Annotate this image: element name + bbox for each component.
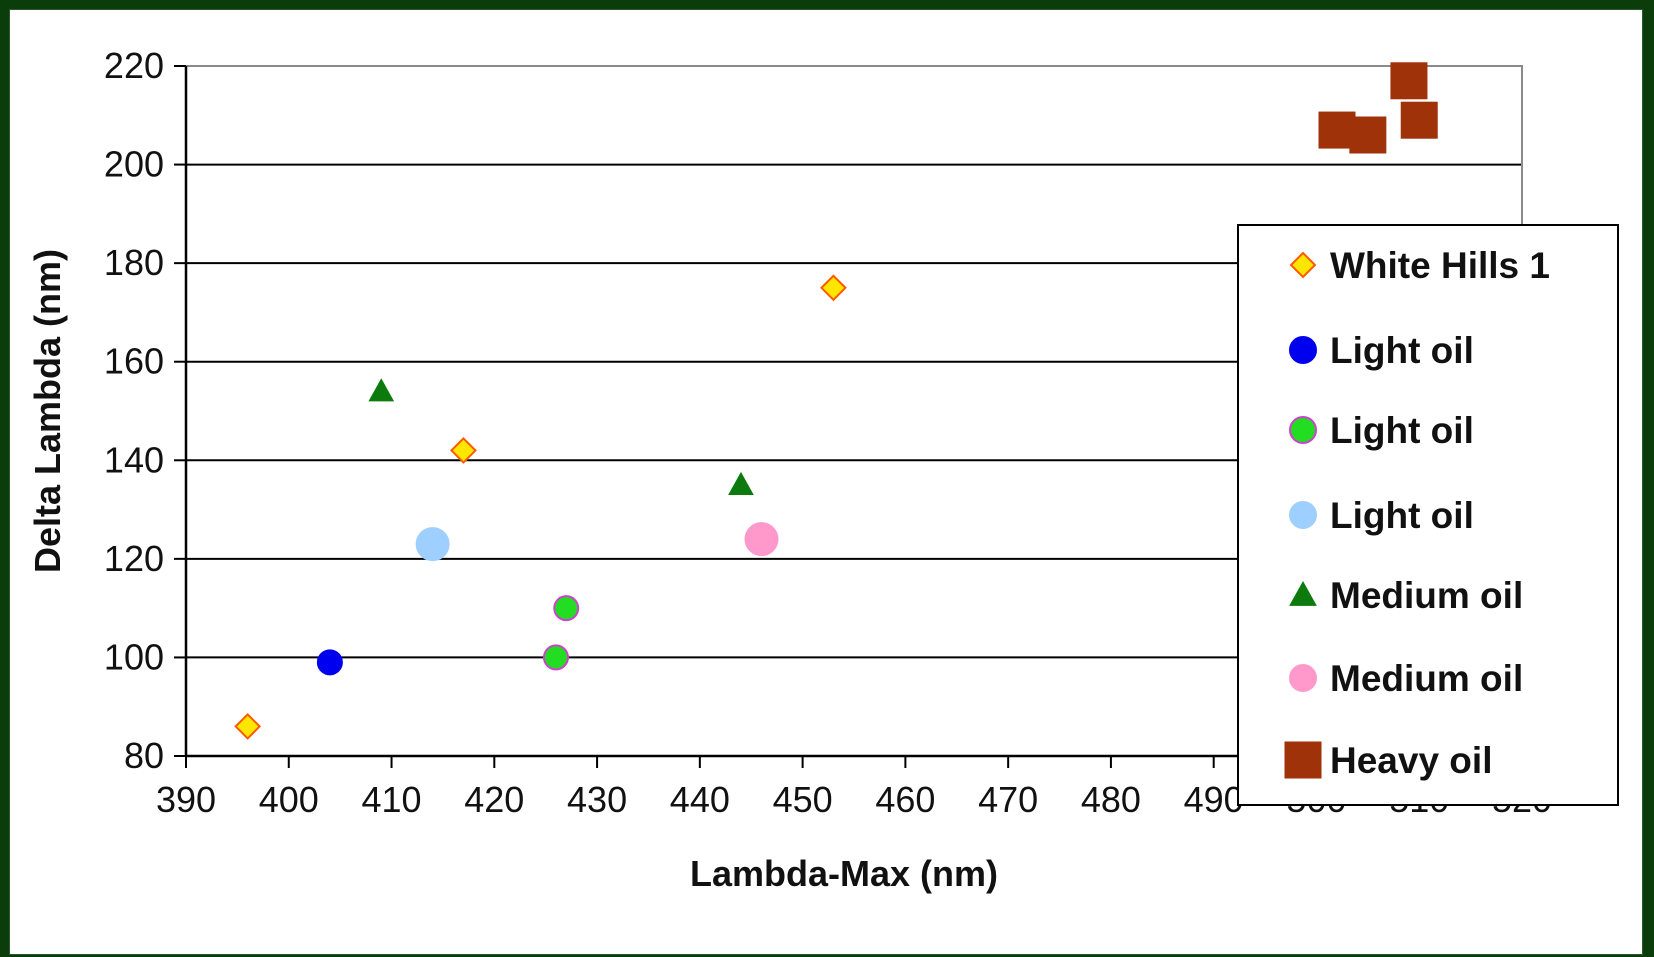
chart-frame: 80 100 120 140 160 180 200 220 390 400 410 420 430 44… — [9, 9, 1643, 955]
data-point-series-0 — [820, 274, 847, 302]
data-point-series-6 — [1349, 116, 1387, 154]
data-point-series-0 — [234, 713, 262, 740]
x-tick-label: 390 — [156, 779, 216, 820]
legend-label: Medium oil — [1330, 575, 1523, 616]
y-tick-label: 160 — [104, 341, 164, 382]
legend: White Hills 1 Light oil Light oil Light oil… — [1237, 224, 1619, 806]
data-point-series-6 — [1318, 111, 1356, 149]
y-tick-label: 220 — [104, 45, 164, 86]
legend-marker-0 — [1289, 251, 1317, 279]
legend-label: White Hills 1 — [1330, 245, 1550, 286]
y-axis-title: Delta Lambda (nm) — [27, 249, 68, 573]
y-tick-label: 200 — [104, 144, 164, 185]
legend-marker-5 — [1289, 664, 1317, 692]
y-tick-label: 180 — [104, 242, 164, 283]
x-axis-title: Lambda-Max (nm) — [690, 853, 998, 894]
x-tick-label: 400 — [259, 779, 319, 820]
legend-marker-3 — [1289, 501, 1317, 529]
x-tick-label: 490 — [1184, 779, 1244, 820]
data-point-series-5 — [744, 522, 779, 557]
x-tick-label: 440 — [670, 779, 730, 820]
legend-label: Light oil — [1330, 330, 1474, 371]
y-tick-label: 140 — [104, 439, 164, 480]
data-point-series-3 — [415, 527, 450, 562]
x-tick-label: 450 — [773, 779, 833, 820]
data-point-series-4 — [728, 471, 754, 496]
x-tick-label: 480 — [1081, 779, 1141, 820]
legend-marker-1 — [1289, 336, 1317, 364]
legend-marker-6 — [1284, 741, 1322, 779]
data-point-series-0 — [450, 437, 477, 464]
x-tick-label: 430 — [567, 779, 627, 820]
data-point-series-2 — [542, 644, 569, 671]
legend-label: Heavy oil — [1330, 740, 1492, 781]
y-tick-label: 120 — [104, 538, 164, 579]
data-point-series-6 — [1390, 62, 1428, 100]
legend-label: Light oil — [1330, 410, 1474, 451]
data-point-series-4 — [368, 378, 395, 402]
x-tick-label: 420 — [464, 779, 524, 820]
scatter-chart: 80 100 120 140 160 180 200 220 390 400 410 420 430 44… — [27, 45, 1619, 894]
legend-marker-4 — [1289, 580, 1317, 606]
data-point-series-6 — [1400, 101, 1438, 139]
data-points — [234, 62, 1438, 740]
data-point-series-2 — [553, 595, 580, 622]
y-tick-label: 100 — [104, 636, 164, 677]
x-tick-label: 410 — [361, 779, 421, 820]
legend-label: Medium oil — [1330, 658, 1523, 699]
y-tick-label: 80 — [124, 735, 164, 776]
legend-marker-2 — [1289, 416, 1317, 444]
legend-label: Light oil — [1330, 495, 1474, 536]
data-point-series-1 — [316, 649, 343, 676]
x-tick-label: 470 — [978, 779, 1038, 820]
x-tick-label: 460 — [875, 779, 935, 820]
